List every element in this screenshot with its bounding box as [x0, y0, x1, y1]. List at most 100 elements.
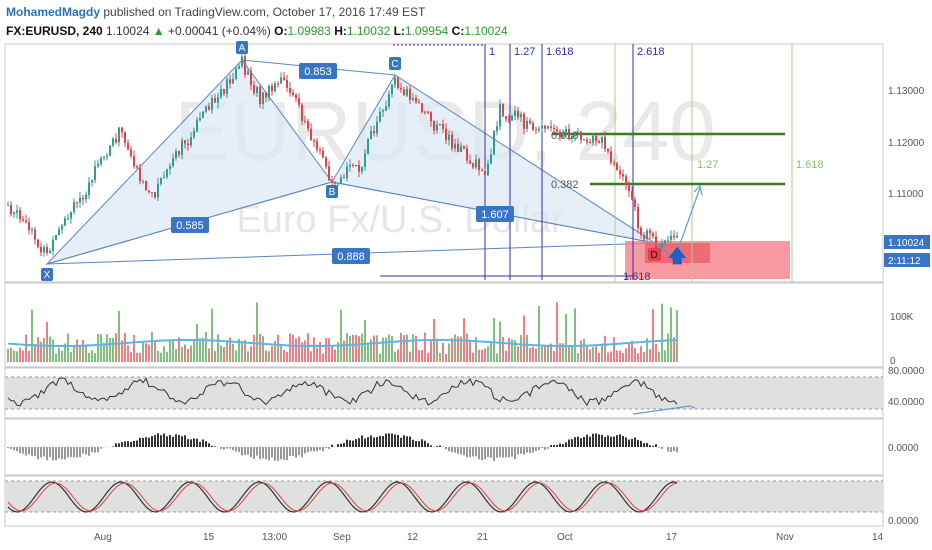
candle-body [646, 230, 648, 240]
pattern-point-x[interactable]: X [41, 268, 53, 281]
macd-bar [379, 436, 381, 447]
fib-time-lines[interactable] [380, 44, 634, 280]
volume-bar [16, 351, 18, 362]
volume-bar [313, 337, 315, 362]
volume-bar [328, 338, 330, 362]
volume-bar [268, 351, 270, 362]
macd-bar [82, 447, 84, 454]
rsi-divergence-arrow [632, 405, 696, 415]
volume-bar [247, 351, 249, 362]
macd-bar [91, 447, 93, 453]
volume-bar [502, 336, 504, 362]
candle-body [277, 83, 279, 85]
svg-text:0.585: 0.585 [176, 220, 204, 232]
pattern-point-c[interactable]: C [389, 57, 401, 70]
volume-bar [154, 340, 156, 362]
candle-body [631, 191, 633, 200]
projection-label-1: 1.27 [697, 159, 718, 171]
candle-body [346, 166, 348, 179]
candle-body [640, 227, 642, 235]
volume-bar [526, 334, 528, 362]
candle-body [430, 112, 432, 122]
macd-bar [511, 447, 513, 457]
pattern-point-b[interactable]: B [326, 185, 338, 198]
volume-bar [487, 346, 489, 362]
macd-bar [52, 447, 54, 461]
volume-bar [142, 341, 144, 362]
ratio-label-ac[interactable]: 0.853 [299, 63, 337, 79]
bar-countdown-badge: 2:11:12 [884, 253, 930, 267]
macd-bar [187, 439, 189, 447]
volume-bar [337, 342, 339, 362]
candle-body [175, 151, 177, 159]
volume-bar [658, 351, 660, 362]
price-pane[interactable] [4, 43, 884, 283]
current-price-badge: 1.10024 [884, 235, 930, 249]
macd-bar [40, 447, 42, 458]
candle-body [391, 84, 393, 95]
published-text: published on TradingView.com, October 17… [103, 5, 426, 19]
macd-bar [589, 436, 591, 447]
volume-bar [340, 309, 342, 362]
volume-bar [355, 334, 357, 362]
macd-bar [55, 447, 57, 461]
macd-bar [382, 435, 384, 447]
projection-label-2: 1.618 [796, 159, 824, 171]
volume-bar [412, 334, 414, 362]
macd-bar [361, 435, 363, 447]
macd-bar [526, 447, 528, 453]
volume-bar [436, 338, 438, 362]
volume-bar [259, 333, 261, 362]
candle-body [505, 116, 507, 119]
candle-body [556, 129, 558, 132]
symbol-label[interactable]: FX:EURUSD, 240 [6, 24, 103, 38]
projection-arrowhead [693, 184, 703, 196]
volume-bar [316, 347, 318, 362]
pattern-point-d[interactable]: D [648, 248, 661, 261]
candle-body [361, 166, 363, 172]
pattern-point-a[interactable]: A [236, 41, 248, 54]
macd-bar [583, 437, 585, 447]
candle-body [172, 158, 174, 167]
volume-bar [421, 350, 423, 362]
macd-bar [637, 439, 639, 447]
ratio-label-bd[interactable]: 1.607 [476, 206, 514, 222]
ratio-label-xb[interactable]: 0.585 [171, 217, 209, 233]
volume-bar [661, 303, 663, 362]
macd-bar [337, 444, 339, 447]
time-tick: Oct [557, 532, 573, 543]
candle-body [412, 97, 414, 100]
volume-bar [655, 343, 657, 362]
candle-body [559, 131, 561, 138]
candle-body [421, 103, 423, 112]
author-link[interactable]: MohamedMagdy [6, 5, 101, 19]
candle-body [208, 106, 210, 110]
candle-body [25, 220, 27, 223]
volume-bar [49, 336, 51, 362]
volume-bar [430, 341, 432, 362]
candle-body [265, 92, 267, 98]
macd-bar [136, 440, 138, 447]
candle-body [298, 98, 300, 105]
candle-body [352, 164, 354, 166]
volume-bar [187, 348, 189, 362]
macd-bar [610, 436, 612, 447]
candle-body [187, 143, 189, 146]
volume-pane[interactable] [4, 282, 884, 368]
macd-bar [19, 447, 21, 454]
volume-bar [511, 339, 513, 362]
ratio-label-xd[interactable]: 0.888 [332, 248, 370, 264]
volume-bar [373, 335, 375, 362]
volume-bar [364, 319, 366, 362]
macd-bar [265, 447, 267, 460]
macd-bar [562, 444, 564, 447]
volume-bar [298, 336, 300, 362]
volume-bar [289, 333, 291, 362]
macd-bar [400, 437, 402, 447]
macd-pane[interactable] [4, 418, 884, 476]
candle-body [448, 134, 450, 141]
macd-bar [274, 447, 276, 461]
volume-bar [232, 343, 234, 362]
macd-bar [298, 447, 300, 455]
